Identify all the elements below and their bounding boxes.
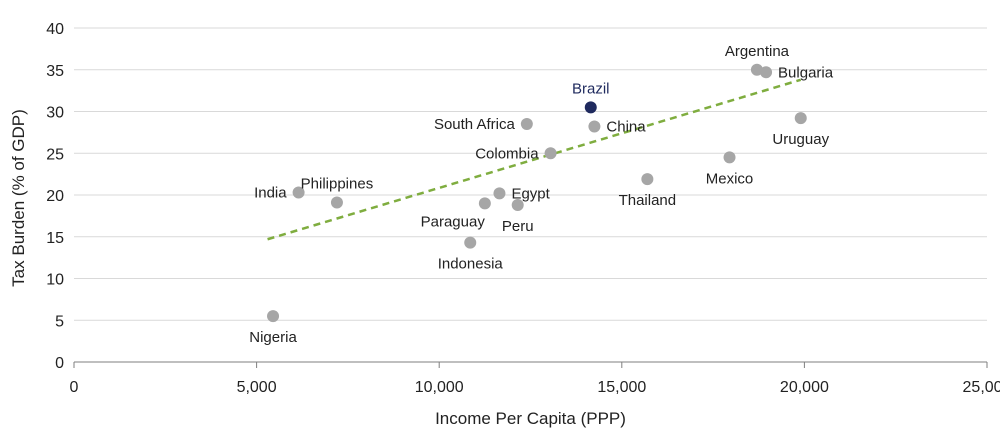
data-point-nigeria (267, 310, 280, 323)
y-axis-title: Tax Burden (% of GDP) (9, 109, 28, 287)
point-label: Mexico (706, 170, 754, 187)
x-tick-label: 10,000 (415, 379, 464, 396)
point-label: Bulgaria (778, 64, 834, 81)
y-tick-label: 10 (46, 272, 64, 289)
point-label: India (254, 184, 287, 201)
point-label: Thailand (619, 192, 677, 209)
x-tick-label: 0 (70, 379, 79, 396)
gridlines (74, 27, 987, 321)
y-axis-ticks: 0 5 10 15 20 25 30 35 40 (46, 21, 64, 372)
data-point-philippines (330, 196, 343, 209)
y-tick-label: 5 (55, 313, 64, 330)
x-tick-label: 5,000 (237, 379, 277, 396)
point-labels: Nigeria India Philippines Indonesia Paraguay… (249, 43, 833, 346)
data-point-china (588, 120, 601, 133)
point-label: Uruguay (772, 131, 829, 148)
point-label: Nigeria (249, 329, 297, 346)
x-tick-label: 25,000 (963, 379, 1000, 396)
data-point-mexico (723, 151, 736, 164)
point-label: Brazil (572, 80, 610, 97)
data-point-colombia (544, 147, 557, 160)
data-point-india (292, 186, 305, 199)
y-tick-label: 35 (46, 63, 64, 80)
y-tick-label: 40 (46, 21, 64, 38)
point-label: Indonesia (438, 256, 504, 273)
y-tick-label: 30 (46, 105, 64, 122)
point-label: Philippines (301, 176, 374, 193)
y-tick-label: 15 (46, 230, 64, 247)
x-tick-label: 20,000 (780, 379, 829, 396)
point-label: South Africa (434, 116, 516, 133)
point-label: Egypt (511, 185, 550, 202)
data-point-paraguay (478, 197, 491, 210)
y-tick-label: 20 (46, 188, 64, 205)
x-axis-ticks: 0 5,000 10,000 15,000 20,000 25,000 (70, 362, 1000, 396)
point-label: Peru (502, 218, 534, 235)
y-tick-label: 0 (55, 355, 64, 372)
data-point-argentina (750, 63, 763, 76)
data-point-brazil (584, 101, 597, 114)
point-label: China (606, 119, 646, 136)
data-point-bulgaria (760, 66, 773, 79)
point-label: Argentina (725, 43, 790, 60)
x-tick-label: 15,000 (597, 379, 646, 396)
point-label: Colombia (475, 145, 539, 162)
data-point-thailand (641, 173, 654, 186)
data-point-indonesia (464, 236, 477, 249)
point-label: Paraguay (421, 213, 486, 230)
data-points (267, 63, 807, 323)
data-point-peru (511, 199, 524, 212)
x-axis-title: Income Per Capita (PPP) (435, 409, 626, 428)
data-point-egypt (493, 187, 506, 200)
y-tick-label: 25 (46, 146, 64, 163)
data-point-uruguay (794, 112, 807, 125)
data-point-south-africa (520, 118, 533, 131)
trend-line (267, 78, 802, 241)
